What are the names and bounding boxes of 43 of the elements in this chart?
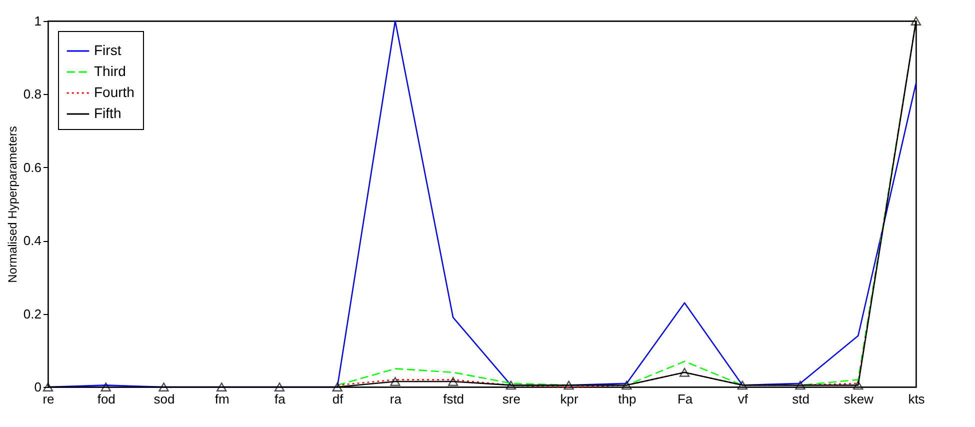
point <box>42 382 54 392</box>
y-tick-label: 0 <box>34 380 42 394</box>
y-tick-label: 0.8 <box>23 86 42 102</box>
legend-label: Fifth <box>94 105 122 121</box>
x-tick-label: thp <box>618 392 636 406</box>
x-tick-label: kpr <box>560 392 579 406</box>
x-tick-label: Fa <box>677 392 694 406</box>
x-tick-label: std <box>792 392 810 406</box>
point <box>622 380 632 390</box>
x-tick-label: fm <box>214 392 230 406</box>
point <box>853 380 864 390</box>
point <box>332 382 342 392</box>
x-tick-label: fa <box>274 392 286 406</box>
point <box>448 377 458 386</box>
x-tick-label: vf <box>738 392 748 406</box>
point <box>274 382 285 392</box>
point <box>216 382 227 392</box>
point <box>158 382 169 392</box>
x-tick-label: ra <box>390 392 402 406</box>
x-tick-label: sre <box>502 392 520 406</box>
y-tick-label: 0.6 <box>23 160 42 175</box>
x-tick-label: sod <box>154 392 175 406</box>
x-tick-label: fod <box>97 392 116 406</box>
y-tick-label: 0.2 <box>23 306 42 322</box>
point <box>737 380 748 390</box>
point <box>100 382 111 392</box>
point <box>795 380 806 390</box>
legend-label: First <box>94 42 122 58</box>
y-tick-label: 1 <box>34 14 42 28</box>
point <box>564 380 574 390</box>
x-tick-label: skew <box>844 392 874 406</box>
point <box>506 380 516 390</box>
x-tick-label: df <box>332 392 344 406</box>
y-tick-label: 0.4 <box>23 233 42 248</box>
point <box>390 377 400 386</box>
legend-label: Third <box>94 63 126 79</box>
x-tick-label: fstd <box>443 392 464 406</box>
x-tick-label: re <box>42 392 54 406</box>
legend-label: Fourth <box>94 84 134 100</box>
x-tick-label: kts <box>908 392 926 406</box>
y-axis-title: Normalised Hyperparameters <box>5 126 20 283</box>
point <box>910 16 922 26</box>
point <box>679 368 690 377</box>
